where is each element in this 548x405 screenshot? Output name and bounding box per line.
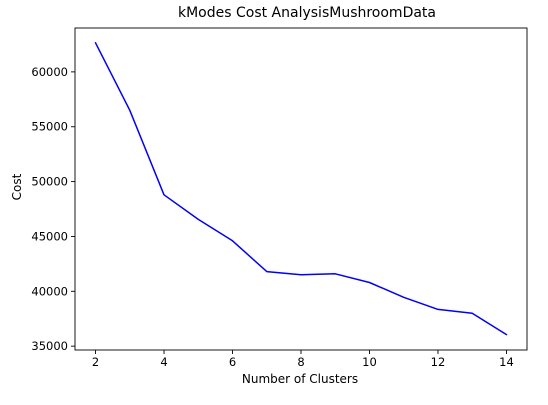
- series-line-0: [94, 42, 508, 336]
- y-axis-label: Cost: [10, 173, 24, 200]
- x-axis-label: Number of Clusters: [242, 372, 358, 386]
- x-tick-label: 4: [160, 355, 167, 369]
- y-tick-label: 55000: [31, 120, 68, 134]
- chart-title: kModes Cost AnalysisMushroomData: [178, 5, 436, 21]
- x-tick-label: 14: [499, 355, 514, 369]
- x-tick-label: 2: [92, 355, 99, 369]
- x-tick-label: 12: [431, 355, 446, 369]
- y-tick-label: 50000: [31, 175, 68, 189]
- plot-area: 2 4 6 8 10 12 14 35000 40000 45000 50000 55000 60000: [31, 27, 528, 369]
- y-tick-label: 45000: [31, 229, 68, 243]
- x-tick-label: 10: [362, 355, 377, 369]
- x-tick-label: 8: [297, 355, 304, 369]
- y-tick-label: 35000: [31, 339, 68, 353]
- x-tick-label: 6: [229, 355, 236, 369]
- y-tick-label: 40000: [31, 284, 68, 298]
- y-tick-label: 60000: [31, 65, 68, 79]
- axes-frame: [74, 27, 528, 351]
